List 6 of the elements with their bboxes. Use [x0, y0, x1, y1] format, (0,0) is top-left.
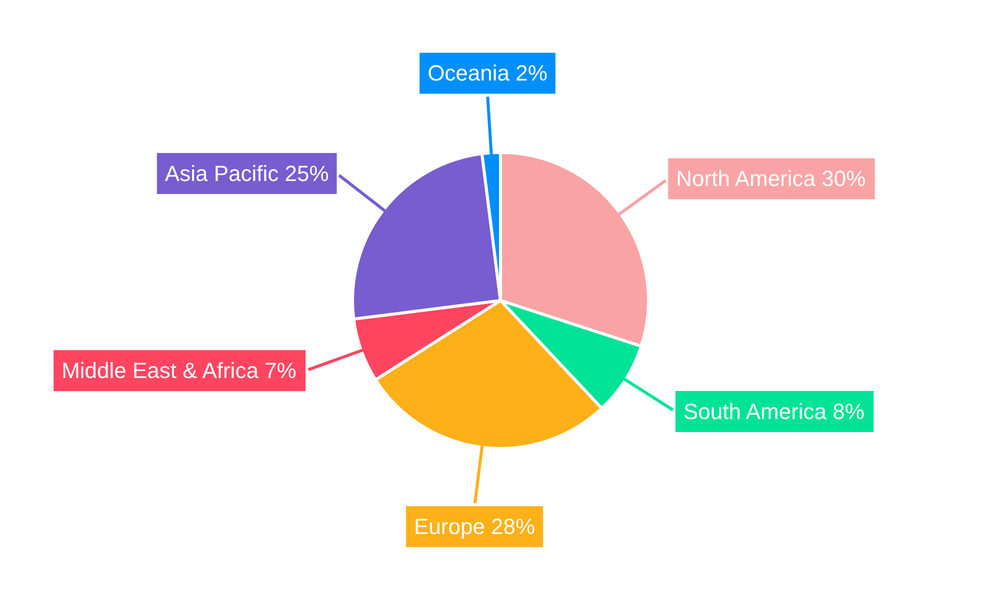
slice-label: South America 8% — [683, 399, 864, 424]
slice-label: Oceania 2% — [428, 60, 548, 86]
slice-label: Europe 28% — [414, 514, 536, 540]
slice-label: Middle East & Africa 7% — [62, 358, 296, 384]
slice-label: Asia Pacific 25% — [164, 161, 329, 186]
slice-label: North America 30% — [676, 166, 866, 192]
